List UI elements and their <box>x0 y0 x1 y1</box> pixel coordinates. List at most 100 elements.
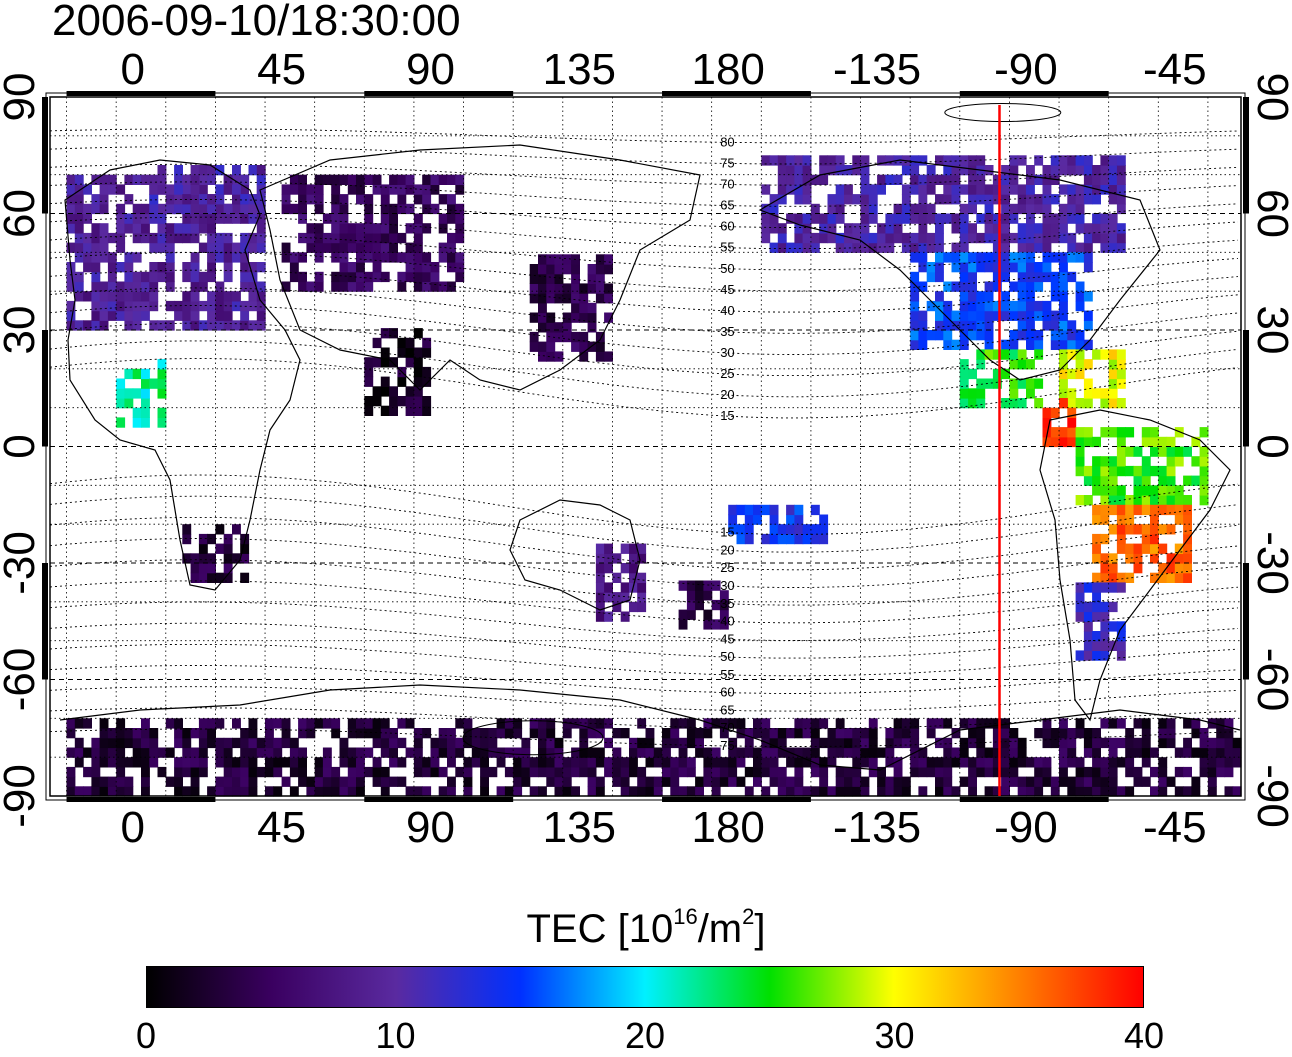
tec-cell-antarctica <box>107 776 117 787</box>
tec-cell-antarctica <box>827 757 837 768</box>
tec-cell-canada <box>852 155 862 166</box>
tec-cell-mexico <box>1017 378 1027 389</box>
tec-cell-antarctica <box>240 786 250 797</box>
tec-cell-antarctica <box>314 776 324 787</box>
tec-cell-antarctica <box>463 737 473 749</box>
tec-cell-antarctica <box>496 757 506 768</box>
tec-cell-antarctica <box>538 757 547 768</box>
x-tick-label-top: -45 <box>1143 45 1207 94</box>
tec-cell-india <box>413 366 423 378</box>
tec-cell-india <box>372 396 382 407</box>
tec-cell-canada <box>1026 213 1035 224</box>
tec-cell-europe <box>116 242 126 253</box>
contour-line <box>49 686 1239 712</box>
tec-cell-antarctica <box>215 786 225 797</box>
tec-cell-canada <box>1042 213 1052 224</box>
tec-cell-antarctica <box>207 786 216 797</box>
tec-cell-scandinavia <box>149 184 159 195</box>
tec-cell-russia-north <box>413 281 423 292</box>
tec-cell-antarctica <box>1009 766 1019 778</box>
tec-cell-usa <box>1009 330 1019 341</box>
tec-cell-canada <box>918 174 928 185</box>
tec-cell-antarctica <box>1174 747 1184 758</box>
tec-cell-antarctica <box>819 786 829 797</box>
tec-cell-mexico <box>968 388 977 399</box>
tec-cell-antarctica <box>322 718 332 729</box>
tec-cell-canada <box>1059 155 1068 166</box>
tec-cell-antarctica <box>1150 747 1159 758</box>
tec-cell-east-asia <box>562 293 572 304</box>
tec-cell-antarctica <box>83 786 92 797</box>
tec-cell-antarctica <box>1191 718 1201 729</box>
tec-cell-canada <box>1083 223 1093 234</box>
tec-cell-antarctica <box>935 718 944 729</box>
tec-cell-europe <box>157 232 167 244</box>
tec-cell-caribbean <box>1075 359 1085 370</box>
tec-cell-antarctica <box>562 718 572 729</box>
tec-cell-europe <box>107 271 117 283</box>
tec-cell-antarctica <box>620 766 630 778</box>
tec-cell-canada <box>918 242 928 253</box>
tec-cell-europe <box>124 262 134 273</box>
tec-cell-antarctica <box>719 766 729 778</box>
tec-cell-russia-north <box>281 242 291 253</box>
tec-cell-antarctica <box>992 747 1002 758</box>
tec-cell-west-africa <box>116 388 126 399</box>
contour-line <box>49 358 1239 419</box>
coastline-europe-africa <box>64 159 301 591</box>
tec-cell-antarctica <box>703 728 713 739</box>
tec-cell-antarctica <box>976 718 986 729</box>
tec-cell-southern-africa <box>232 524 241 535</box>
tec-cell-canada <box>959 232 969 244</box>
tec-cell-antarctica <box>198 718 208 729</box>
tec-cell-europe <box>99 291 109 302</box>
tec-cell-antarctica <box>604 757 613 768</box>
tec-cell-antarctica <box>711 766 721 778</box>
tec-cell-antarctica <box>1108 776 1118 787</box>
tec-cell-europe <box>215 242 225 253</box>
tec-cell-russia-north <box>380 242 390 253</box>
tec-cell-mexico <box>959 359 969 370</box>
tec-cell-europe <box>165 242 175 253</box>
tec-cell-antarctica <box>314 757 324 768</box>
tec-cell-antarctica <box>99 747 109 758</box>
tec-cell-antarctica <box>1100 776 1110 787</box>
tec-cell-new-zealand <box>686 590 696 601</box>
tec-cell-antarctica <box>835 728 845 739</box>
tec-cell-antarctica <box>107 737 117 749</box>
tec-cell-europe <box>248 232 258 244</box>
tec-cell-antarctica <box>422 757 432 768</box>
tec-cell-europe <box>190 310 200 321</box>
contour-line <box>49 199 1239 228</box>
y-tick-label-right: -30 <box>1248 531 1292 595</box>
magnetic-latitude-contours: 8075706560555045403530252015152025303540… <box>49 103 1239 756</box>
tec-cell-antarctica <box>645 728 655 739</box>
tec-cell-canada <box>1083 242 1093 253</box>
tec-cell-russia-north <box>314 223 324 234</box>
tec-cell-mexico <box>959 398 969 409</box>
tec-cell-antarctica <box>769 776 779 787</box>
tec-cell-antarctica <box>1116 786 1126 797</box>
tec-cell-south-america-central <box>1150 572 1159 583</box>
tec-cell-canada <box>910 155 920 166</box>
tec-cell-canada <box>926 174 936 185</box>
tec-cell-russia-north <box>356 184 365 195</box>
tec-cell-europe <box>116 291 126 302</box>
tec-cell-antarctica <box>1166 737 1176 749</box>
tec-cell-canada <box>844 232 853 244</box>
tec-cell-canada <box>1026 194 1035 205</box>
tec-cell-antarctica <box>637 747 647 758</box>
tec-cell-antarctica <box>753 718 762 729</box>
tec-cell-europe <box>157 242 167 253</box>
tec-cell-canada <box>1001 223 1010 234</box>
tec-cell-india <box>389 357 398 368</box>
tec-cell-europe <box>74 291 84 302</box>
tec-cell-scandinavia <box>190 174 200 185</box>
tec-cell-antarctica <box>1075 757 1085 768</box>
tec-cell-east-asia <box>538 351 547 362</box>
tec-cell-europe <box>157 320 167 331</box>
tec-cell-pacific-islands <box>769 504 779 516</box>
contour-label: 70 <box>720 720 734 735</box>
tec-cell-south-america-north <box>1133 465 1143 477</box>
contour-label: 75 <box>720 156 734 171</box>
